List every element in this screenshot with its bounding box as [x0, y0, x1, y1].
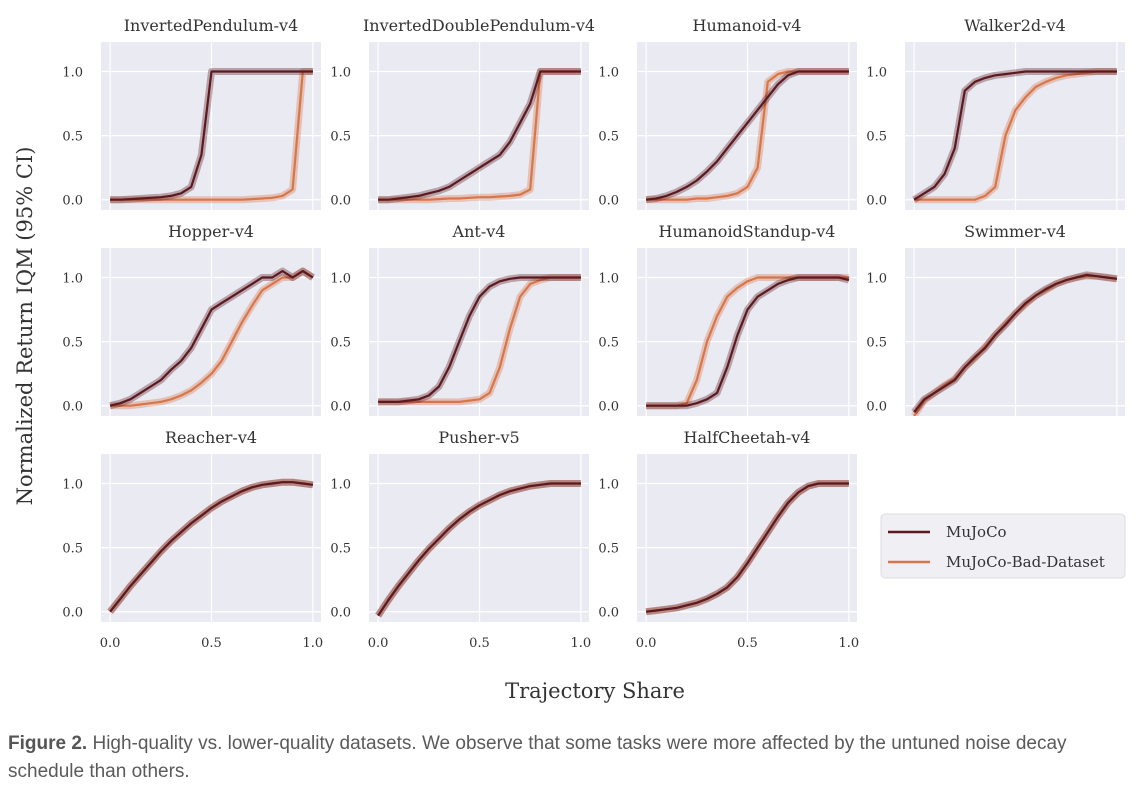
legend: MuJoCo MuJoCo-Bad-Dataset: [880, 513, 1126, 579]
y-tick-label: 1.0: [866, 271, 887, 286]
series-line-mujoco: [110, 70, 313, 201]
y-tick-label: 0.0: [598, 400, 619, 415]
y-tick-label: 1.0: [330, 477, 351, 492]
panel-title: HumanoidStandup-v4: [659, 222, 836, 241]
x-tick-label: 1.0: [571, 636, 592, 651]
y-tick-label: 1.0: [62, 65, 83, 80]
panel-title: Reacher-v4: [165, 428, 257, 447]
series-line-mujoco: [646, 276, 850, 407]
y-tick-label: 0.0: [330, 606, 351, 621]
panel-title: Ant-v4: [452, 222, 506, 241]
panel-title: HalfCheetah-v4: [684, 428, 811, 447]
panel-title: InvertedPendulum-v4: [124, 16, 299, 35]
y-tick-label: 1.0: [866, 65, 887, 80]
x-axis-label: Trajectory Share: [505, 679, 685, 703]
caption-label: Figure 2.: [8, 733, 88, 754]
y-tick-label: 1.0: [330, 65, 351, 80]
panel-humanoid-v4: 0.0 0.5 1.0 Humanoid-v4: [598, 16, 857, 210]
y-tick-label: 1.0: [330, 271, 351, 286]
series-line-mujoco: [378, 70, 581, 201]
y-tick-label: 0.0: [598, 194, 619, 209]
y-tick-label: 0.0: [62, 606, 83, 621]
y-tick-label: 0.0: [330, 400, 351, 415]
panel-halfcheetah-v4: 0.0 0.0 0.5 0.5 1.0 1.0 HalfCheetah-v4: [598, 428, 859, 651]
x-tick-label: 0.5: [737, 636, 758, 651]
panel-reacher-v4: 0.0 0.0 0.5 0.5 1.0 1.0 Reacher-v4: [62, 428, 323, 651]
panel-title: Hopper-v4: [168, 222, 254, 241]
panel-inverteddoublependulum-v4: 0.0 0.5 1.0 InvertedDoublePendulum-v4: [330, 16, 595, 210]
x-tick-label: 0.0: [100, 636, 121, 651]
series-line-mujoco: [109, 481, 314, 613]
y-tick-label: 0.0: [866, 400, 887, 415]
figure-caption: Figure 2. High-quality vs. lower-quality…: [8, 730, 1118, 786]
caption-text: High-quality vs. lower-quality datasets.…: [8, 733, 1067, 782]
legend-box: [880, 513, 1126, 579]
y-tick-label: 1.0: [598, 477, 619, 492]
series-line-mujoco: [377, 482, 581, 617]
series-line-mujoco: [913, 70, 1117, 201]
y-tick-label: 0.0: [62, 400, 83, 415]
legend-label: MuJoCo: [946, 523, 1007, 541]
y-tick-label: 0.0: [866, 194, 887, 209]
series-line-mujoco: [645, 482, 849, 613]
panel-walker2d-v4: 0.0 0.5 1.0 Walker2d-v4: [866, 16, 1125, 210]
y-tick-label: 0.0: [62, 194, 83, 209]
series-line-mujoco-bad-dataset: [110, 70, 313, 201]
panel-ant-v4: 0.0 0.5 1.0 Ant-v4: [330, 222, 589, 416]
y-tick-label: 0.5: [330, 130, 351, 145]
x-tick-label: 0.5: [469, 636, 490, 651]
x-tick-label: 0.5: [201, 636, 222, 651]
series-line-mujoco: [109, 270, 314, 407]
x-tick-label: 0.0: [636, 636, 657, 651]
panel-title: InvertedDoublePendulum-v4: [363, 16, 595, 35]
panel-swimmer-v4: 0.0 0.5 1.0 Swimmer-v4: [866, 222, 1125, 416]
panel-title: Walker2d-v4: [964, 16, 1066, 35]
series-line-mujoco: [913, 273, 1118, 413]
series-line-mujoco: [378, 276, 581, 403]
panel-title: Humanoid-v4: [693, 16, 802, 35]
y-tick-label: 1.0: [62, 477, 83, 492]
panel-pusher-v5: 0.0 0.0 0.5 0.5 1.0 1.0 Pusher-v5: [330, 428, 591, 651]
y-tick-label: 0.5: [330, 542, 351, 557]
y-tick-label: 0.5: [866, 130, 887, 145]
y-tick-label: 1.0: [598, 65, 619, 80]
y-axis-label: Normalized Return IQM (95% CI): [13, 147, 37, 506]
y-tick-label: 0.5: [330, 336, 351, 351]
y-tick-label: 0.5: [598, 130, 619, 145]
panel-invertedpendulum-v4: 0.0 0.5 1.0 InvertedPendulum-v4: [62, 16, 321, 210]
x-tick-label: 1.0: [839, 636, 860, 651]
x-tick-label: 0.0: [368, 636, 389, 651]
y-tick-label: 0.5: [598, 336, 619, 351]
panel-title: Swimmer-v4: [964, 222, 1066, 241]
series-line-mujoco-bad-dataset: [914, 70, 1117, 201]
panel-hopper-v4: 0.0 0.5 1.0 Hopper-v4: [62, 222, 321, 416]
series-line-mujoco: [645, 70, 849, 201]
panel-title: Pusher-v5: [438, 428, 519, 447]
legend-label: MuJoCo-Bad-Dataset: [946, 553, 1105, 571]
y-tick-label: 0.5: [866, 336, 887, 351]
y-tick-label: 0.5: [62, 542, 83, 557]
series-line-mujoco-bad-dataset: [110, 270, 314, 407]
y-tick-label: 0.5: [598, 542, 619, 557]
y-tick-label: 1.0: [598, 271, 619, 286]
panel-humanoidstandup-v4: 0.0 0.5 1.0 HumanoidStandup-v4: [598, 222, 857, 416]
x-tick-label: 1.0: [303, 636, 324, 651]
y-tick-label: 1.0: [62, 271, 83, 286]
y-tick-label: 0.0: [330, 194, 351, 209]
y-tick-label: 0.5: [62, 336, 83, 351]
y-tick-label: 0.0: [598, 606, 619, 621]
y-tick-label: 0.5: [62, 130, 83, 145]
